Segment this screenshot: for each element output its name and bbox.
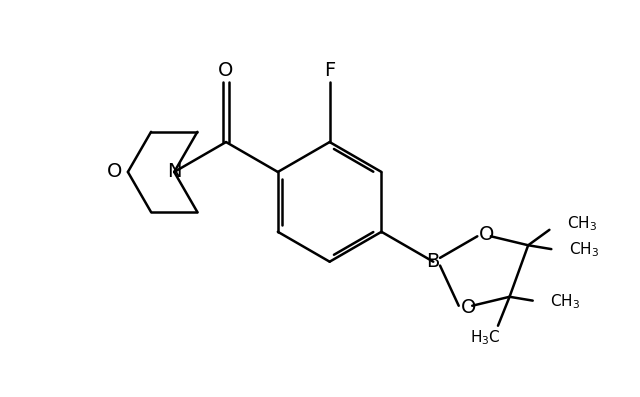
Text: CH$_3$: CH$_3$ [550,292,580,311]
Text: F: F [324,61,335,80]
Text: O: O [461,298,476,317]
Text: O: O [218,61,234,80]
Text: CH$_3$: CH$_3$ [569,241,599,259]
Text: O: O [107,162,122,181]
Text: H$_3$C: H$_3$C [470,328,500,347]
Text: N: N [167,162,182,181]
Text: O: O [479,225,495,244]
Text: CH$_3$: CH$_3$ [567,215,597,233]
Text: B: B [427,252,440,271]
